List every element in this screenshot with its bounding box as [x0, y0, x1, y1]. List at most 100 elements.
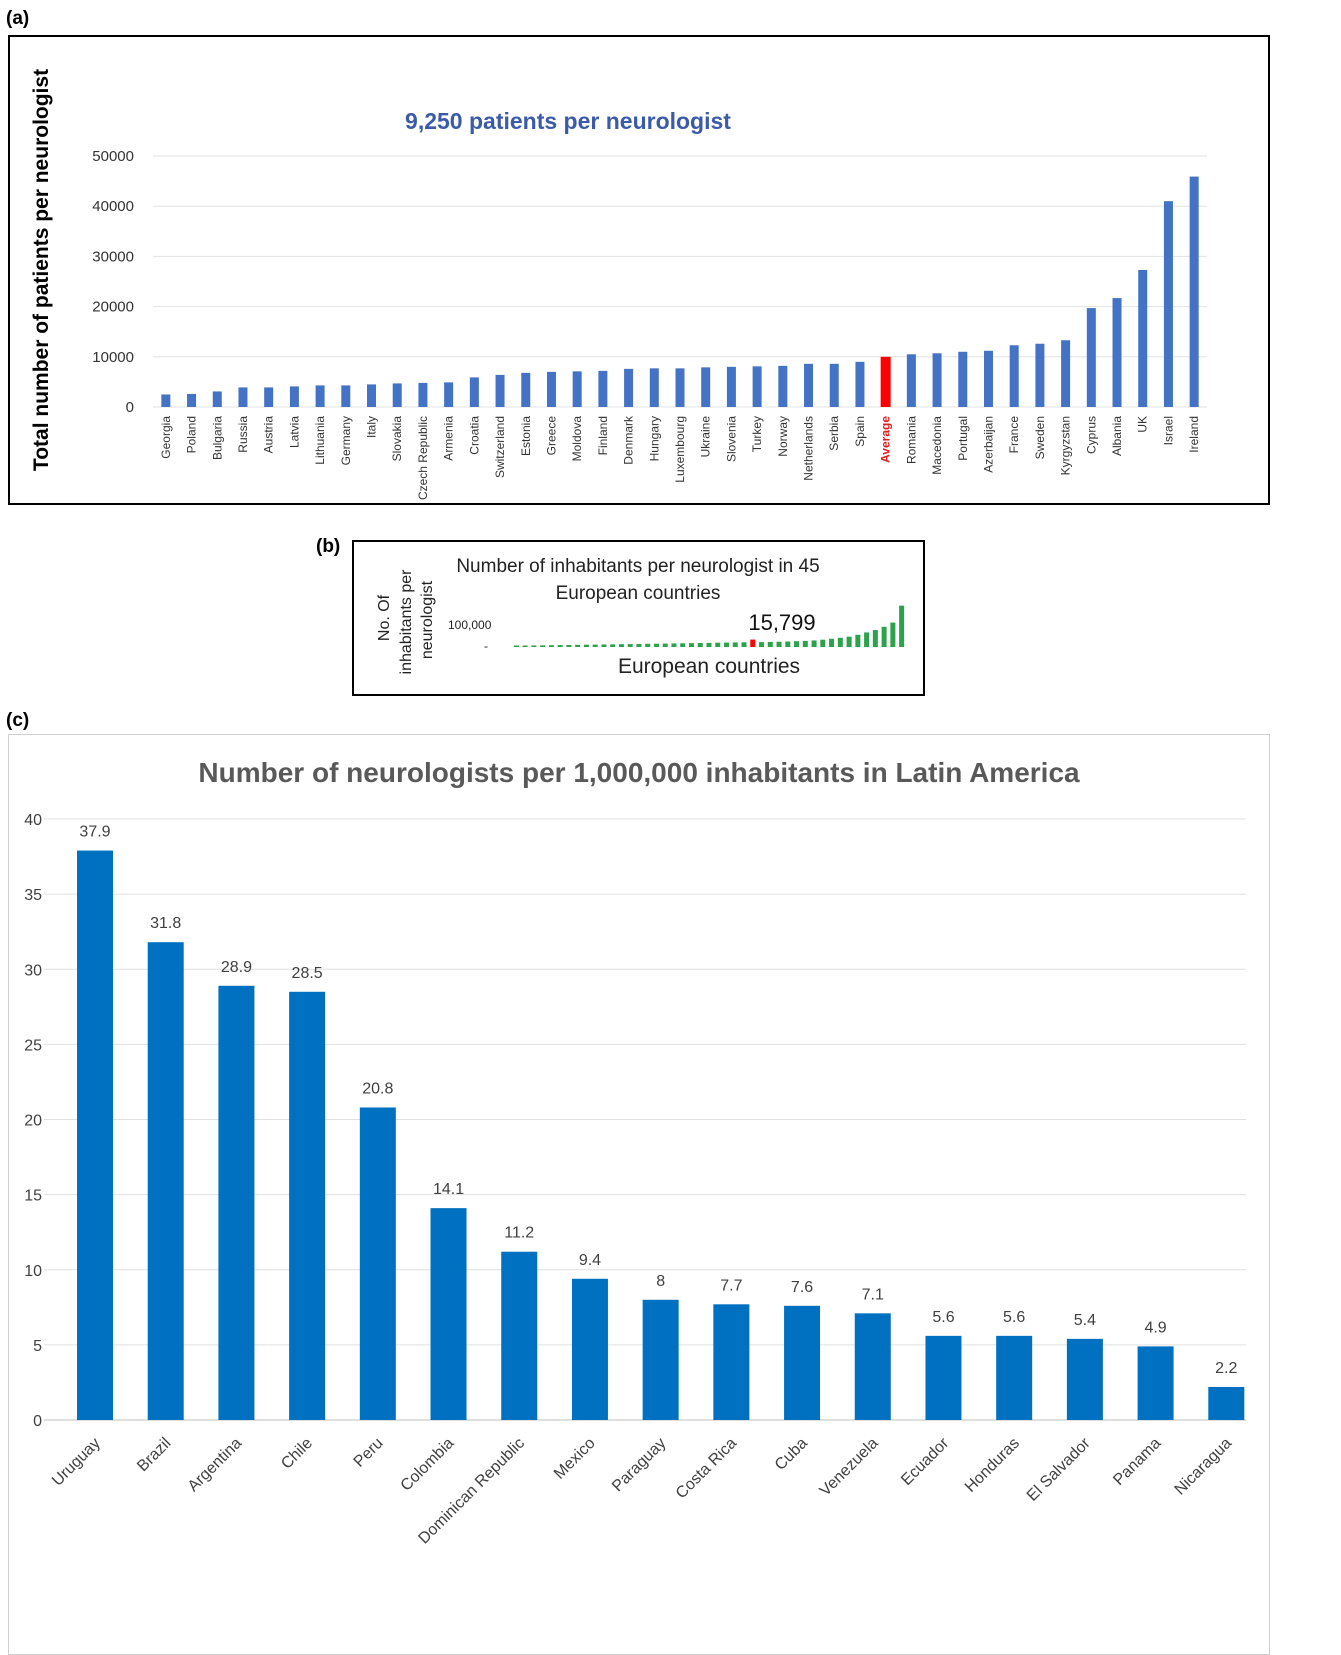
chart-b-bar: [742, 642, 747, 647]
chart-c-bar: [713, 1304, 749, 1420]
chart-a-category-label: Georgia: [159, 416, 173, 459]
chart-b-ytick-bottom: -: [484, 639, 488, 653]
chart-a-category-label: Slovakia: [390, 416, 404, 462]
chart-a-bar: [855, 362, 864, 407]
chart-c-data-label: 5.4: [1074, 1312, 1096, 1329]
chart-b-bar: [636, 644, 641, 647]
chart-b-bar: [890, 623, 895, 647]
chart-a-title: 9,250 patients per neurologist: [405, 108, 731, 134]
chart-a-bar: [213, 391, 222, 407]
chart-c-data-label: 2.2: [1215, 1360, 1237, 1377]
chart-c-category-label: Peru: [351, 1435, 387, 1471]
chart-c-bar: [1208, 1387, 1244, 1420]
chart-a-ytick-label: 50000: [92, 148, 134, 165]
chart-a-category-label: Moldova: [570, 416, 584, 462]
chart-a-category-label: Greece: [544, 416, 558, 456]
chart-a-category-label: Luxembourg: [673, 416, 687, 483]
chart-c-bar: [784, 1306, 820, 1420]
chart-c-category-label: Argentina: [185, 1435, 246, 1496]
chart-c-data-label: 20.8: [362, 1080, 393, 1097]
chart-b-bar: [882, 627, 887, 647]
chart-c-ytick-label: 35: [24, 887, 42, 904]
chart-a-bar: [778, 366, 787, 407]
chart-c-bar: [501, 1252, 537, 1420]
chart-a-ytick-label: 30000: [92, 248, 134, 265]
chart-b-bar: [838, 638, 843, 647]
chart-b-bar: [523, 646, 528, 648]
chart-a-ytick-label: 40000: [92, 198, 134, 215]
chart-b-bar: [645, 644, 650, 647]
chart-a-bar: [187, 394, 196, 407]
chart-c-data-label: 28.5: [292, 965, 323, 982]
chart-c-category-label: Ecuador: [898, 1434, 953, 1489]
chart-c-category-label: Mexico: [551, 1435, 599, 1483]
chart-b-bar: [794, 641, 799, 647]
chart-b: Number of inhabitants per neurologist in…: [376, 556, 904, 678]
chart-b-bar: [663, 644, 668, 647]
chart-a-category-label: Albania: [1110, 416, 1124, 456]
chart-a-bar: [727, 367, 736, 407]
chart-a-bar: [650, 368, 659, 407]
chart-c-bar: [431, 1208, 467, 1420]
chart-c-bar: [996, 1336, 1032, 1420]
chart-c: Number of neurologists per 1,000,000 inh…: [24, 757, 1246, 1547]
chart-a-category-label: Azerbaijan: [981, 416, 995, 473]
chart-c-category-label: Colombia: [398, 1435, 458, 1495]
chart-a-bar: [676, 368, 685, 407]
chart-c-bar: [218, 986, 254, 1420]
chart-c-category-label: Paraguay: [609, 1435, 669, 1495]
chart-a-category-label: Israel: [1161, 416, 1175, 445]
chart-b-bar: [899, 606, 904, 647]
chart-a-bar: [470, 377, 479, 407]
chart-b-bar: [820, 640, 825, 647]
chart-b-bar: [619, 644, 624, 647]
chart-c-bar: [572, 1279, 608, 1420]
chart-b-bar: [680, 643, 685, 647]
chart-b-bar: [584, 645, 589, 647]
chart-b-bar: [829, 639, 834, 647]
chart-a-category-label: Ukraine: [699, 416, 713, 458]
chart-a-category-label: Kyrgyzstan: [1059, 416, 1073, 475]
chart-a-category-label: Macedonia: [930, 416, 944, 475]
chart-c-bar: [925, 1336, 961, 1420]
chart-a-bar: [521, 373, 530, 407]
chart-a-bar: [701, 367, 710, 407]
chart-b-title-line-2: European countries: [556, 583, 721, 604]
chart-c-data-label: 4.9: [1144, 1319, 1166, 1336]
chart-a-ytick-label: 20000: [92, 299, 134, 316]
chart-b-bar: [715, 643, 720, 647]
chart-c-category-label: Honduras: [962, 1435, 1023, 1496]
chart-a-category-label: UK: [1136, 416, 1150, 433]
chart-a-category-label: Croatia: [467, 416, 481, 455]
chart-c-category-label: Venezuela: [817, 1435, 882, 1500]
chart-a-category-label: Portugal: [956, 416, 970, 461]
chart-a-category-label: Romania: [904, 416, 918, 464]
chart-a-category-label: Italy: [365, 416, 379, 438]
chart-a-category-label: Poland: [185, 416, 199, 453]
chart-b-bar: [768, 642, 773, 647]
chart-a-ylabel: Total number of patients per neurologist: [30, 69, 53, 471]
chart-c-data-label: 14.1: [433, 1181, 464, 1198]
chart-a-category-label: Average: [879, 416, 893, 463]
chart-b-bar: [601, 644, 606, 647]
chart-b-bar: [514, 646, 519, 648]
chart-b-bar: [847, 637, 852, 647]
chart-a-category-label: Austria: [262, 416, 276, 454]
chart-b-xlabel: European countries: [618, 655, 800, 678]
chart-a-ytick-label: 10000: [92, 349, 134, 366]
chart-a-category-label: Denmark: [622, 415, 636, 465]
chart-a-category-label: Turkey: [750, 416, 764, 452]
chart-a-bar: [1010, 345, 1019, 407]
chart-c-data-label: 7.6: [791, 1279, 813, 1296]
chart-c-ytick-label: 0: [33, 1413, 42, 1430]
chart-a-bar: [1087, 308, 1096, 407]
chart-c-bar: [1067, 1339, 1103, 1420]
chart-a-bar: [290, 386, 299, 407]
chart-b-bar: [531, 645, 536, 647]
chart-a-category-label: Slovenia: [724, 416, 738, 462]
chart-a-bar: [393, 383, 402, 407]
chart-b-bar: [777, 642, 782, 647]
chart-c-category-label: Nicaragua: [1172, 1435, 1236, 1499]
chart-b-ylabel-line-3: neurologist: [419, 580, 436, 659]
chart-b-bar: [654, 644, 659, 647]
